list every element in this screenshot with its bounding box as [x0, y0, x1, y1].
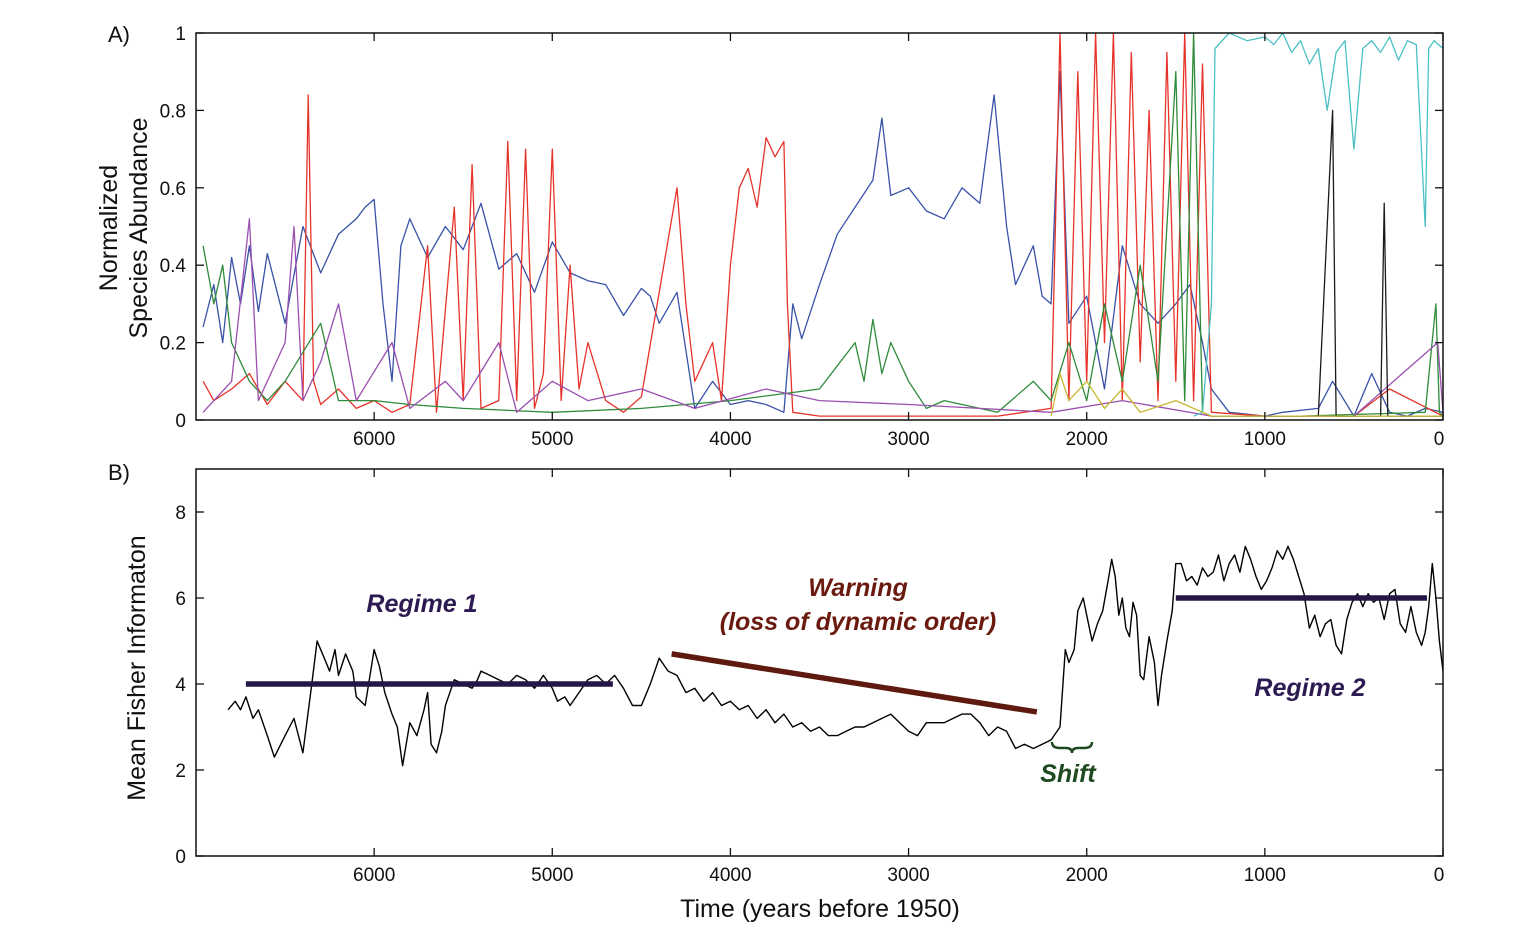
panel-b: B) Mean Fisher Informaton Time (years be…: [108, 460, 1444, 923]
warning-trend-line: [671, 651, 1038, 715]
panel-a-ylabel: Normalized Species Abundance: [95, 117, 153, 338]
panel-a-xtick-label: 2000: [1066, 429, 1108, 450]
panel-a-ytick-label: 0: [175, 411, 186, 432]
panel-b-reference-lines: [245, 595, 1427, 715]
panel-a: A) Normalized Species Abundance 6000 5000…: [95, 22, 1444, 450]
annotation-warning: Warning: [808, 574, 908, 602]
panel-b-xtick-label: 4000: [709, 865, 751, 886]
shift-brace: [1050, 741, 1094, 754]
panel-b-xtick-label: 5000: [531, 865, 573, 886]
panel-a-series-line-2: [202, 32, 1444, 417]
panel-a-ytick-label: 0.8: [160, 101, 186, 122]
panel-a-series-line-4: [202, 218, 1444, 417]
panel-a-series-line-1: [202, 71, 1444, 417]
panel-b-ytick-label: 4: [175, 675, 186, 696]
panel-a-xtick-label: 6000: [353, 429, 395, 450]
panel-b-ylabel: Mean Fisher Informaton: [123, 535, 151, 800]
panel-b-series: [227, 545, 1444, 767]
panel-b-ticks: 6000 5000 4000 3000 2000 1000 0 0 2 4 6 8: [175, 469, 1444, 886]
annotation-warning-subtitle: (loss of dynamic order): [720, 608, 996, 636]
panel-b-frame: [195, 468, 1444, 857]
annotation-shift: Shift: [1040, 760, 1097, 788]
panel-b-ytick-label: 2: [175, 761, 186, 782]
panel-a-ylabel-line2: Species Abundance: [125, 117, 153, 338]
panel-a-series-line-3: [202, 32, 1444, 417]
panel-b-ytick-label: 6: [175, 589, 186, 610]
panel-a-series-line-6: [1317, 109, 1443, 417]
panel-a-xtick-label: 1000: [1244, 429, 1286, 450]
panel-b-series-line-1: [227, 545, 1444, 767]
annotation-regime-2: Regime 2: [1254, 674, 1365, 702]
panel-b-xtick-label: 2000: [1066, 865, 1108, 886]
panel-a-ytick-label: 0.4: [160, 256, 187, 277]
panel-a-label: A): [108, 22, 130, 47]
panel-b-label: B): [108, 460, 130, 485]
panel-b-ytick-label: 0: [175, 847, 186, 868]
panel-a-xtick-label: 3000: [887, 429, 929, 450]
panel-a-xtick-label: 4000: [709, 429, 751, 450]
panel-a-ytick-label: 1: [175, 24, 186, 45]
panel-b-xtick-label: 0: [1434, 865, 1445, 886]
panel-a-ytick-label: 0.2: [160, 334, 186, 355]
panel-a-ticks: 6000 5000 4000 3000 2000 1000 0 0 0.2 0.4 0.6 0.8 1: [160, 24, 1445, 450]
panel-a-series-line-7: [1050, 372, 1443, 417]
panel-a-frame: [195, 32, 1444, 421]
panel-b-xtick-label: 3000: [887, 865, 929, 886]
panel-b-xtick-label: 1000: [1244, 865, 1286, 886]
panel-a-xtick-label: 0: [1434, 429, 1445, 450]
annotation-regime-1: Regime 1: [366, 590, 477, 618]
panel-b-xtick-label: 6000: [353, 865, 395, 886]
panel-a-ylabel-line1: Normalized: [95, 165, 123, 291]
panel-b-ytick-label: 8: [175, 503, 186, 524]
panel-a-series: [202, 32, 1444, 417]
panel-b-xlabel: Time (years before 1950): [680, 895, 960, 923]
panel-a-ytick-label: 0.6: [160, 179, 186, 200]
panel-a-series-line-5: [1193, 32, 1444, 417]
panel-a-xtick-label: 5000: [531, 429, 573, 450]
